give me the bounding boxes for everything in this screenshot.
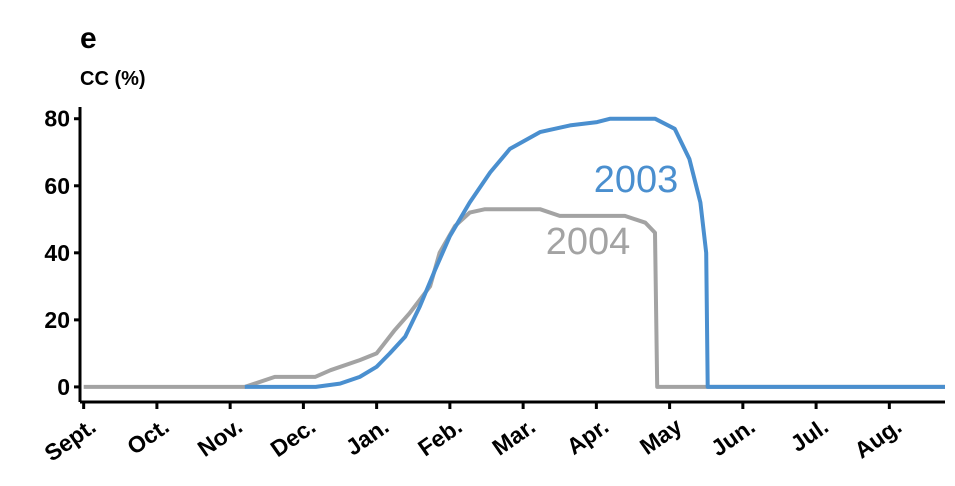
y-tick-label: 20 [44, 307, 70, 333]
x-tick-label: Oct. [122, 413, 174, 460]
y-tick-label: 0 [57, 374, 70, 400]
series-label: 2003 [594, 159, 679, 201]
x-tick-label: Dec. [266, 413, 321, 462]
x-tick-label: May [635, 413, 687, 460]
series-line [83, 207, 945, 389]
x-tick-label: Aug. [849, 413, 906, 464]
x-tick-label: Apr. [562, 413, 614, 460]
y-tick-label: 40 [44, 240, 70, 266]
x-tick-label: Jan. [341, 413, 394, 461]
panel-label: e [80, 22, 97, 55]
x-tick-label: Jun. [706, 413, 760, 461]
x-tick-label: Jul. [786, 413, 833, 457]
y-axis-label: CC (%) [80, 68, 146, 90]
x-tick-label: Feb. [413, 413, 467, 461]
x-tick-label: Sept. [40, 413, 101, 467]
x-tick-label: Mar. [487, 413, 540, 461]
x-tick-label: Nov. [193, 413, 247, 462]
series-line [244, 116, 945, 389]
series-label: 2004 [546, 221, 631, 263]
y-tick-label: 60 [44, 173, 70, 199]
y-tick-label: 80 [44, 106, 70, 132]
